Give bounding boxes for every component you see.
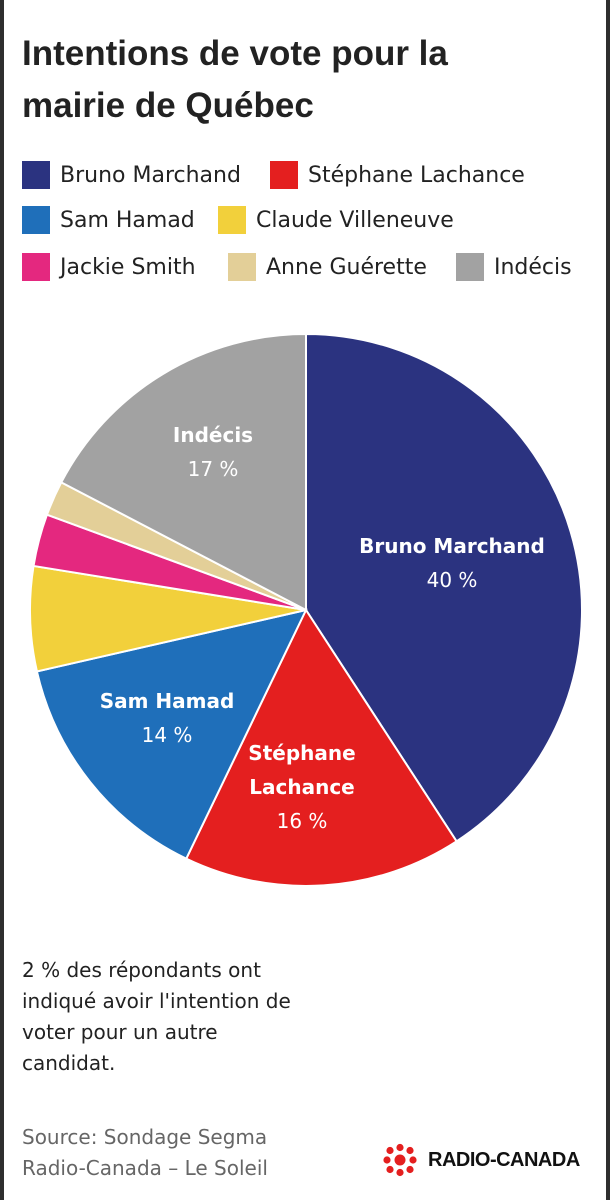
legend-item-anne-guerette: Anne Guérette [228, 252, 427, 282]
slice-value-label: 14 % [142, 723, 193, 747]
gem-petal [406, 1165, 414, 1174]
pie-slice-stephane-lachance [184, 607, 458, 887]
footnote-line: candidat. [22, 1051, 116, 1075]
legend-label: Claude Villeneuve [256, 207, 454, 233]
legend-item-sam-hamad: Sam Hamad [22, 205, 195, 235]
gem-petal [396, 1168, 404, 1177]
slice-name-label: Indécis [173, 423, 253, 447]
legend-item-indecis: Indécis [456, 252, 572, 282]
radio-canada-logo: RADIO-CANADA [380, 1143, 580, 1177]
gem-petal [386, 1146, 394, 1155]
gem-petal [396, 1143, 404, 1152]
legend-swatch [22, 253, 50, 281]
legend-label: Anne Guérette [266, 254, 427, 280]
left-border [0, 0, 4, 1200]
legend-label: Jackie Smith [60, 254, 196, 280]
right-border [606, 0, 610, 1200]
gem-center [394, 1154, 406, 1166]
slice-name-label: Lachance [249, 775, 355, 799]
gem-petal [406, 1146, 414, 1155]
source-line: Source: Sondage Segma [22, 1125, 268, 1149]
legend-item-stephane-lachance: Stéphane Lachance [270, 160, 525, 190]
legend-label: Sam Hamad [60, 207, 195, 233]
legend-label: Stéphane Lachance [308, 162, 525, 188]
legend-swatch [270, 161, 298, 189]
radio-canada-gem-icon [383, 1143, 417, 1177]
legend-label: Bruno Marchand [60, 162, 241, 188]
footnote-line: indiqué avoir l'intention de [22, 989, 291, 1013]
logo-text: RADIO-CANADA [428, 1148, 580, 1171]
footnote: 2 % des répondants ont indiqué avoir l'i… [22, 955, 352, 1079]
source-credit: Source: Sondage Segma Radio-Canada – Le … [22, 1122, 352, 1184]
gem-petal [409, 1156, 417, 1164]
legend-label: Indécis [494, 254, 572, 280]
gem-petal [386, 1165, 394, 1174]
legend-swatch [456, 253, 484, 281]
chart-title: Intentions de vote pour la mairie de Qué… [22, 28, 582, 132]
legend-item-claude-villeneuve: Claude Villeneuve [218, 205, 454, 235]
legend-item-bruno-marchand: Bruno Marchand [22, 160, 241, 190]
legend-swatch [218, 206, 246, 234]
slice-value-label: 16 % [277, 809, 328, 833]
slice-name-label: Stéphane [248, 741, 355, 765]
slice-name-label: Sam Hamad [100, 689, 235, 713]
pie-chart: Bruno Marchand 40 % Stéphane Lachance 16 % Sa… [29, 332, 583, 887]
footnote-line: 2 % des répondants ont [22, 958, 261, 982]
legend-swatch [22, 206, 50, 234]
legend-swatch [22, 161, 50, 189]
gem-petal [383, 1156, 391, 1164]
source-line: Radio-Canada – Le Soleil [22, 1156, 268, 1180]
slice-name-label: Bruno Marchand [359, 534, 545, 558]
legend-swatch [228, 253, 256, 281]
pie-slice-indecis [59, 332, 307, 612]
footnote-line: voter pour un autre [22, 1020, 218, 1044]
chart-title-line-1: Intentions de vote pour la [22, 34, 448, 73]
chart-title-line-2: mairie de Québec [22, 86, 314, 125]
pie-slice-sam-hamad [35, 608, 308, 861]
slice-value-label: 17 % [188, 457, 239, 481]
slice-value-label: 40 % [427, 568, 478, 592]
legend-item-jackie-smith: Jackie Smith [22, 252, 196, 282]
